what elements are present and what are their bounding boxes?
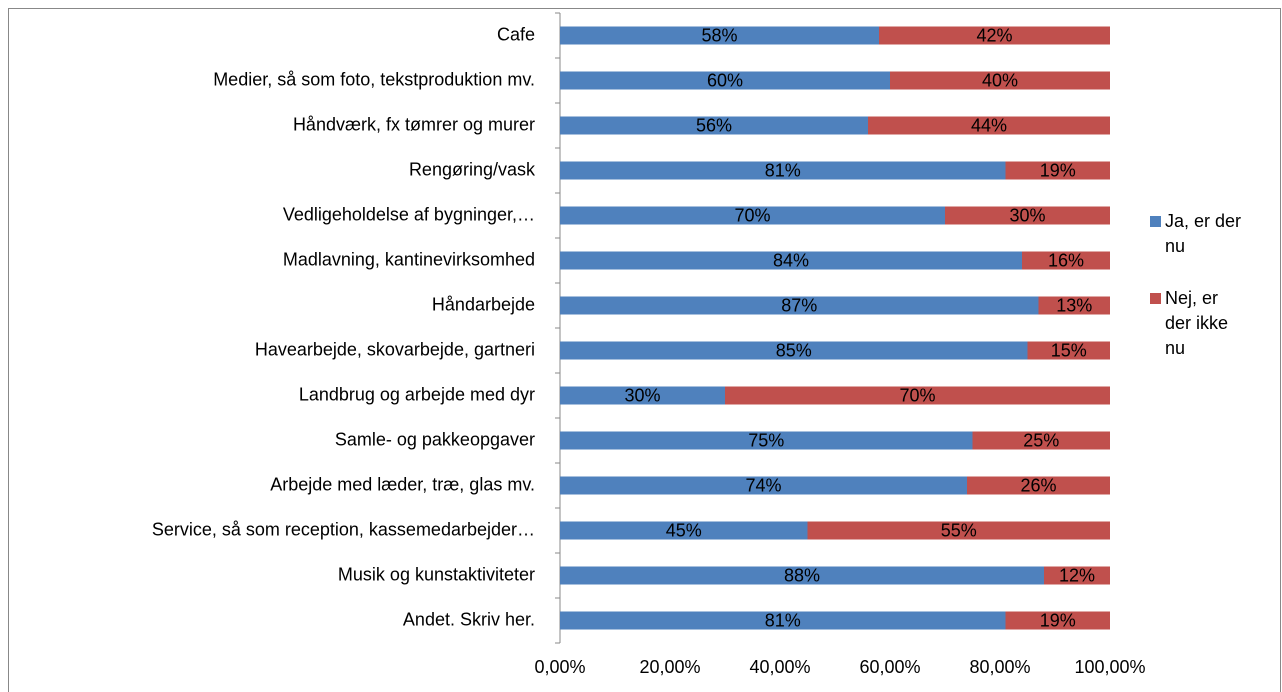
y-tick-label: Rengøring/vask <box>409 159 536 179</box>
data-label: 15% <box>1051 340 1087 360</box>
bar-segment <box>1005 161 1110 180</box>
y-tick-label: Service, så som reception, kassemedarbej… <box>152 519 535 539</box>
bar-segment <box>560 251 1022 270</box>
bar-segment <box>560 521 808 540</box>
data-label: 25% <box>1023 430 1059 450</box>
legend-label: Ja, er der nu <box>1165 211 1246 256</box>
y-tick-label: Madlavning, kantinevirksomhed <box>283 249 535 269</box>
legend-line: der ikke <box>1165 313 1233 333</box>
y-tick-label: Samle- og pakkeopgaver <box>335 429 535 449</box>
data-label: 56% <box>696 115 732 135</box>
x-tick-label: 100,00% <box>1074 657 1145 677</box>
bar-segment <box>1044 566 1110 585</box>
x-tick-label: 60,00% <box>859 657 920 677</box>
y-tick-label: Arbejde med læder, træ, glas mv. <box>270 474 535 494</box>
data-label: 84% <box>773 250 809 270</box>
y-tick-label: Andet. Skriv her. <box>403 609 535 629</box>
data-label: 81% <box>765 610 801 630</box>
bar-segment <box>890 71 1110 90</box>
bar-segment <box>1022 251 1110 270</box>
data-label: 44% <box>971 115 1007 135</box>
data-label: 74% <box>745 475 781 495</box>
bar-segment <box>560 341 1028 360</box>
bar-segment <box>945 206 1110 225</box>
y-tick-label: Vedligeholdelse af bygninger,… <box>283 204 535 224</box>
data-label: 70% <box>734 205 770 225</box>
data-label: 19% <box>1040 610 1076 630</box>
data-label: 70% <box>899 385 935 405</box>
data-label: 40% <box>982 70 1018 90</box>
x-tick-label: 40,00% <box>749 657 810 677</box>
data-label: 85% <box>776 340 812 360</box>
x-tick-label: 20,00% <box>639 657 700 677</box>
bar-segment <box>560 611 1006 630</box>
bar-segment <box>807 521 1110 540</box>
data-label: 55% <box>941 520 977 540</box>
data-label: 26% <box>1020 475 1056 495</box>
data-label: 45% <box>666 520 702 540</box>
data-label: 42% <box>976 25 1012 45</box>
legend-swatch <box>1150 293 1161 304</box>
data-label: 19% <box>1040 160 1076 180</box>
legend-label: Nej, er der ikke nu <box>1165 288 1233 358</box>
legend-line: Nej, er <box>1165 288 1223 308</box>
y-tick-label: Håndværk, fx tømrer og murer <box>293 114 535 134</box>
bar-segment <box>560 71 890 90</box>
data-label: 60% <box>707 70 743 90</box>
bar-segment <box>560 296 1039 315</box>
legend-swatch <box>1150 216 1161 227</box>
data-label: 58% <box>701 25 737 45</box>
bar-segment <box>967 476 1110 495</box>
x-tick-label: 80,00% <box>969 657 1030 677</box>
data-label: 81% <box>765 160 801 180</box>
y-tick-label: Musik og kunstaktiviteter <box>338 564 535 584</box>
y-tick-label: Medier, så som foto, tekstproduktion mv. <box>213 69 535 89</box>
bar-segment <box>972 431 1110 450</box>
bar-segment <box>560 161 1006 180</box>
bar-segment <box>560 26 879 45</box>
bar-segment <box>560 206 945 225</box>
y-tick-label: Havearbejde, skovarbejde, gartneri <box>255 339 535 359</box>
bar-segment <box>560 566 1044 585</box>
bar-segment <box>868 116 1110 135</box>
x-tick-label: 0,00% <box>534 657 585 677</box>
y-tick-label: Håndarbejde <box>432 294 535 314</box>
legend-line: nu <box>1165 338 1185 358</box>
data-label: 87% <box>781 295 817 315</box>
bar-segment <box>879 26 1110 45</box>
data-label: 30% <box>1009 205 1045 225</box>
data-label: 75% <box>748 430 784 450</box>
data-label: 12% <box>1059 565 1095 585</box>
bar-segment <box>560 386 725 405</box>
bar-segment <box>560 116 868 135</box>
y-tick-label: Landbrug og arbejde med dyr <box>299 384 535 404</box>
bar-segment <box>560 476 967 495</box>
bar-segment <box>725 386 1110 405</box>
data-label: 13% <box>1056 295 1092 315</box>
y-tick-label: Cafe <box>497 24 535 44</box>
bar-segment <box>1038 296 1110 315</box>
legend-line: nu <box>1165 236 1185 256</box>
bar-segment <box>1005 611 1110 630</box>
legend-line: Ja, er der <box>1165 211 1246 231</box>
data-label: 30% <box>624 385 660 405</box>
bar-segment <box>560 431 973 450</box>
data-label: 88% <box>784 565 820 585</box>
data-label: 16% <box>1048 250 1084 270</box>
bar-segment <box>1027 341 1110 360</box>
